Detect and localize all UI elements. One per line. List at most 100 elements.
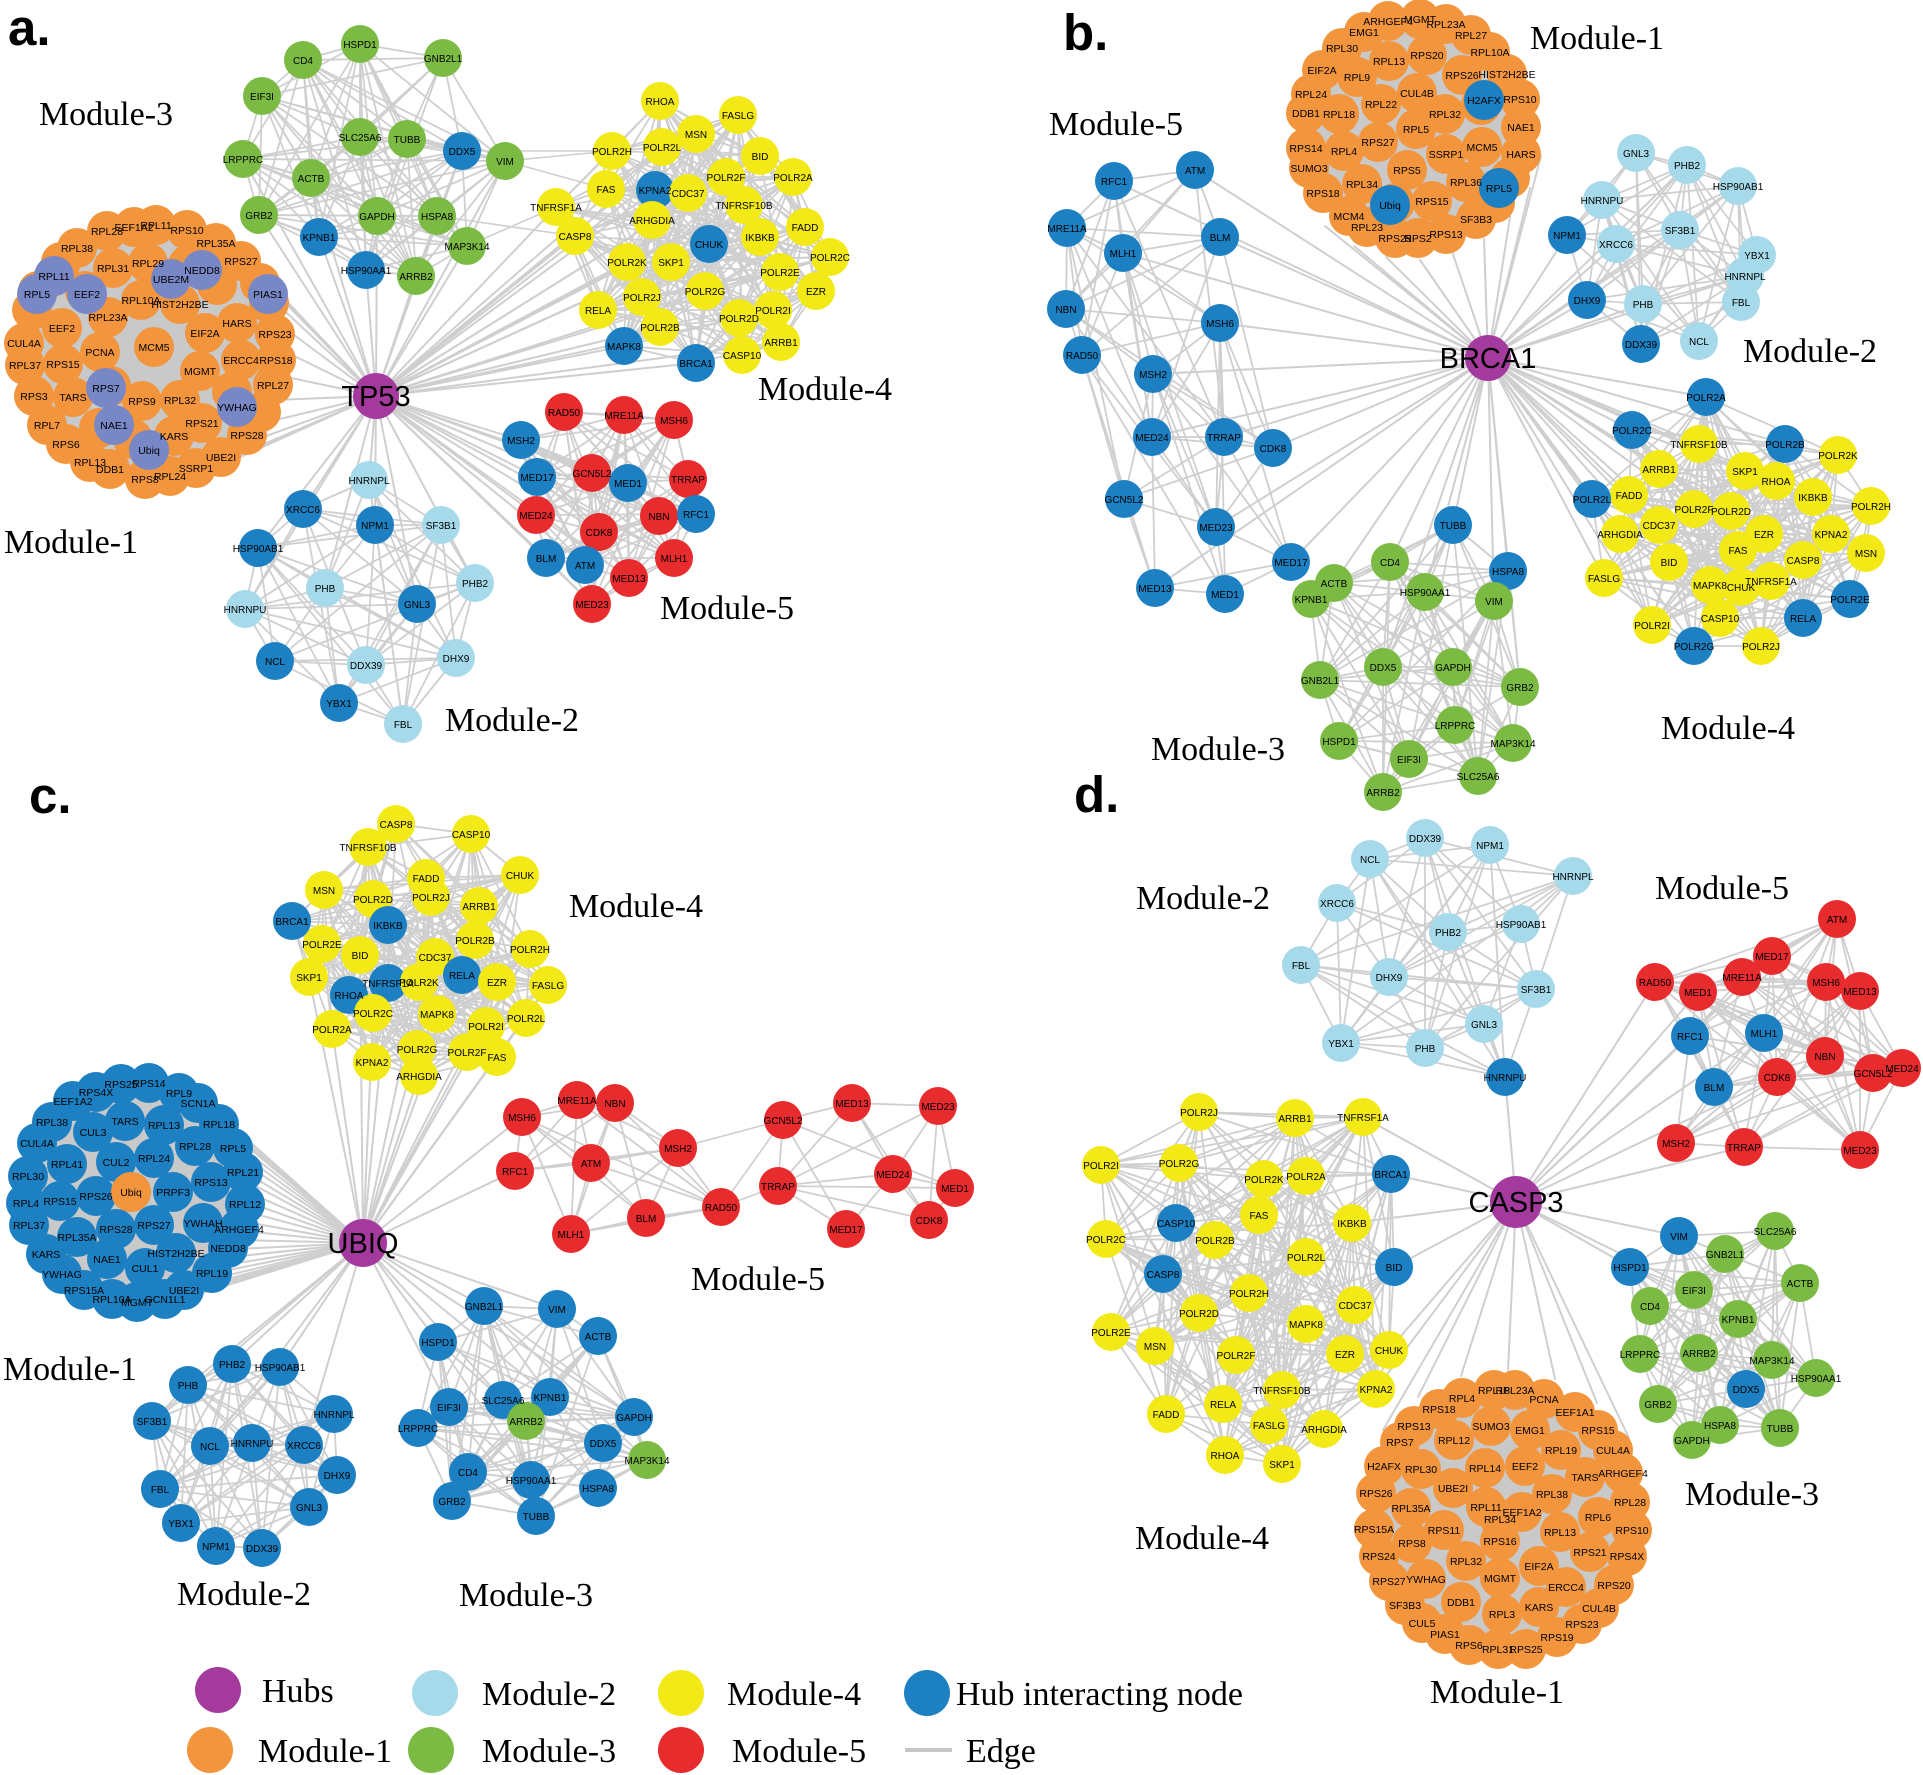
svg-text:KARS: KARS	[32, 1249, 61, 1261]
svg-text:RPS7: RPS7	[92, 383, 120, 395]
svg-text:CASP10: CASP10	[1701, 614, 1740, 625]
svg-text:H2AFX: H2AFX	[1367, 1461, 1401, 1473]
svg-text:RPL29: RPL29	[132, 258, 164, 270]
svg-text:POLR2C: POLR2C	[353, 1009, 393, 1020]
svg-text:RPS19: RPS19	[1540, 1632, 1573, 1644]
svg-text:MED24: MED24	[1885, 1064, 1919, 1075]
svg-text:ARHGDIA: ARHGDIA	[1597, 530, 1643, 541]
svg-text:RPL36: RPL36	[1450, 177, 1482, 189]
svg-text:RFC1: RFC1	[683, 510, 710, 521]
svg-text:BID: BID	[352, 951, 369, 962]
svg-text:RPS25: RPS25	[104, 1079, 137, 1091]
svg-text:TNFRSF10B: TNFRSF10B	[339, 843, 397, 854]
svg-text:POLR2K: POLR2K	[1818, 451, 1858, 462]
svg-text:ARRB2: ARRB2	[1682, 1349, 1716, 1360]
svg-text:EIF3I: EIF3I	[1682, 1286, 1706, 1297]
svg-text:MED1: MED1	[1684, 988, 1712, 999]
svg-text:RPS10: RPS10	[1503, 94, 1536, 106]
svg-text:ATM: ATM	[575, 561, 595, 572]
svg-text:EZR: EZR	[1335, 1350, 1355, 1361]
svg-text:DDX39: DDX39	[1625, 340, 1658, 351]
svg-text:HSPD1: HSPD1	[1322, 737, 1356, 748]
svg-text:RPL10A: RPL10A	[92, 1294, 131, 1306]
svg-text:CUL4B: CUL4B	[1400, 88, 1434, 100]
svg-text:RPS15: RPS15	[1415, 196, 1448, 208]
svg-text:POLR2H: POLR2H	[592, 147, 632, 158]
svg-text:YBX1: YBX1	[326, 699, 352, 710]
svg-text:RPL4: RPL4	[1331, 146, 1357, 158]
svg-text:MGMT: MGMT	[1484, 1573, 1517, 1585]
svg-text:FBL: FBL	[1732, 298, 1751, 309]
svg-text:ARHGDIA: ARHGDIA	[396, 1072, 442, 1083]
svg-text:RPL24: RPL24	[1295, 89, 1327, 101]
svg-text:POLR2H: POLR2H	[510, 945, 550, 956]
svg-text:RPS9: RPS9	[128, 396, 156, 408]
svg-text:RELA: RELA	[1210, 1400, 1236, 1411]
svg-text:UBE2I: UBE2I	[1438, 1483, 1468, 1495]
svg-text:HSPD1: HSPD1	[343, 40, 377, 51]
svg-text:POLR2G: POLR2G	[1674, 642, 1715, 653]
svg-text:POLR2D: POLR2D	[353, 895, 393, 906]
svg-text:ARRB2: ARRB2	[1366, 788, 1400, 799]
svg-text:NPM1: NPM1	[1553, 231, 1581, 242]
svg-text:MAPK8: MAPK8	[420, 1010, 454, 1021]
svg-text:RPS8: RPS8	[131, 474, 159, 486]
svg-text:RPS10: RPS10	[170, 225, 203, 237]
svg-text:HIST2H2BE: HIST2H2BE	[151, 299, 208, 311]
svg-text:GAPDH: GAPDH	[359, 212, 395, 223]
svg-text:a.: a.	[8, 0, 51, 56]
svg-text:RPS28: RPS28	[99, 1224, 132, 1236]
svg-text:SSRP1: SSRP1	[1429, 149, 1464, 161]
svg-text:Hubs: Hubs	[262, 1673, 334, 1710]
svg-text:Edge: Edge	[966, 1733, 1036, 1770]
svg-text:VIM: VIM	[548, 1305, 566, 1316]
svg-text:H2AFX: H2AFX	[1467, 95, 1501, 107]
svg-text:KPNA2: KPNA2	[1815, 530, 1848, 541]
svg-text:SKP1: SKP1	[1269, 1460, 1295, 1471]
svg-text:RPS2: RPS2	[1404, 233, 1432, 245]
svg-text:FAS: FAS	[1250, 1211, 1269, 1222]
svg-text:Module-2: Module-2	[482, 1676, 616, 1713]
svg-text:POLR2K: POLR2K	[607, 258, 647, 269]
svg-text:CUL2: CUL2	[103, 1157, 130, 1169]
svg-text:EZR: EZR	[1754, 530, 1774, 541]
svg-text:RPS4X: RPS4X	[1610, 1551, 1644, 1563]
svg-text:MSH6: MSH6	[508, 1113, 536, 1124]
svg-text:RPL30: RPL30	[1405, 1464, 1437, 1476]
svg-text:POLR2J: POLR2J	[412, 893, 450, 904]
svg-text:MRE11A: MRE11A	[1722, 973, 1762, 984]
svg-text:RPL5: RPL5	[1486, 183, 1512, 195]
svg-text:POLR2I: POLR2I	[1634, 621, 1670, 632]
svg-text:CD4: CD4	[293, 56, 313, 67]
svg-text:Module-2: Module-2	[1743, 333, 1877, 370]
svg-text:CHUK: CHUK	[1375, 1346, 1404, 1357]
svg-text:RPL4: RPL4	[1449, 1393, 1475, 1405]
svg-text:EIF3I: EIF3I	[437, 1403, 461, 1414]
svg-text:MRE11A: MRE11A	[604, 411, 644, 422]
svg-text:ARRB1: ARRB1	[1642, 465, 1676, 476]
svg-text:NCL: NCL	[1360, 855, 1380, 866]
svg-text:RPS27: RPS27	[1372, 1576, 1405, 1588]
svg-text:FADD: FADD	[413, 874, 440, 885]
svg-text:MED13: MED13	[1843, 987, 1877, 998]
svg-text:KPNB1: KPNB1	[1295, 595, 1328, 606]
svg-text:HNRNPU: HNRNPU	[1484, 1073, 1527, 1084]
svg-text:BRCA1: BRCA1	[679, 359, 713, 370]
svg-text:UBIQ: UBIQ	[328, 1228, 399, 1260]
svg-text:MGMT: MGMT	[184, 366, 217, 378]
svg-text:RPL35A: RPL35A	[196, 238, 235, 250]
svg-text:RPL28: RPL28	[1614, 1497, 1646, 1509]
svg-text:RPL11: RPL11	[38, 271, 69, 283]
svg-text:RPL18: RPL18	[203, 1119, 235, 1131]
svg-text:RPS8: RPS8	[1398, 1538, 1426, 1550]
svg-text:RPL41: RPL41	[51, 1159, 83, 1171]
svg-text:UBE2I: UBE2I	[169, 1285, 199, 1297]
svg-text:RPL35A: RPL35A	[1391, 1503, 1430, 1515]
svg-text:d.: d.	[1074, 766, 1119, 823]
svg-text:SF3B1: SF3B1	[1521, 985, 1552, 996]
svg-text:XRCC6: XRCC6	[286, 505, 320, 516]
svg-text:TRRAP: TRRAP	[1207, 433, 1241, 444]
svg-text:EEF1A2: EEF1A2	[1502, 1507, 1541, 1519]
svg-text:POLR2E: POLR2E	[1091, 1328, 1131, 1339]
svg-text:RPL23A: RPL23A	[1495, 1385, 1534, 1397]
